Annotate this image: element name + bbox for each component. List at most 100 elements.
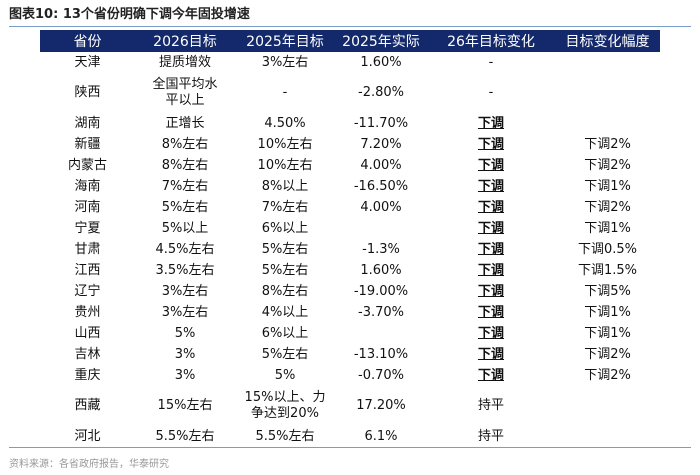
table-cell — [335, 218, 427, 239]
table-row: 新疆 8%左右 10%左右 7.20% 下调 下调2% — [40, 134, 660, 155]
table-cell: 宁夏 — [74, 220, 101, 236]
table-cell: 辽宁 — [74, 283, 101, 299]
table-cell: 下调 — [477, 241, 504, 257]
column-header: 2025年实际 — [335, 30, 427, 52]
column-header: 目标变化幅度 — [555, 30, 660, 52]
table-row: 重庆 3% 5% -0.70% 下调 下调2% — [40, 365, 660, 386]
table-row: 内蒙古 8%左右 10%左右 4.00% 下调 下调2% — [40, 155, 660, 176]
table-row: 河南 5%左右 7%左右 4.00% 下调 下调2% — [40, 197, 660, 218]
table-cell: 天津 — [74, 54, 101, 70]
table-row: 山西 5% 6%以上 下调 下调1% — [40, 323, 660, 344]
table-cell: 下调2% — [584, 136, 631, 152]
table-cell: 山西 — [74, 325, 101, 341]
table-cell: 3% — [174, 367, 196, 383]
table-cell: 下调2% — [584, 346, 631, 362]
table-cell: 5%左右 — [161, 199, 209, 215]
table-cell: 陕西 — [74, 85, 101, 100]
table-cell: 4.5%左右 — [155, 241, 215, 257]
table-row: 甘肃 4.5%左右 5%左右 -1.3% 下调 下调0.5% — [40, 239, 660, 260]
table-cell: 吉林 — [74, 346, 101, 362]
table-cell — [555, 52, 660, 73]
table-cell-text: 15%以上、力争达到20% — [244, 390, 326, 421]
table-cell: 江西 — [74, 262, 101, 278]
table-cell — [555, 113, 660, 134]
table-cell: 5.5%左右 — [255, 428, 315, 444]
table-cell: 5.5%左右 — [155, 428, 215, 444]
table-cell: 6.1% — [364, 428, 398, 444]
table-cell: 下调0.5% — [577, 241, 638, 257]
table-cell: 3%左右 — [161, 304, 209, 320]
table-cell: 贵州 — [74, 304, 101, 320]
table-cell: 4%以上 — [261, 304, 309, 320]
table-cell: 10%左右 — [257, 136, 313, 152]
table-cell: 下调 — [477, 220, 504, 236]
table-cell: 3%左右 — [161, 283, 209, 299]
column-header: 26年目标变化 — [427, 30, 555, 52]
table-cell: 重庆 — [74, 367, 101, 383]
table-cell: 正增长 — [165, 115, 205, 131]
table-cell: 下调 — [477, 325, 504, 341]
source-note: 资料来源：各省政府报告，华泰研究 — [9, 459, 169, 470]
table-cell: 下调 — [477, 367, 504, 383]
table-row: 吉林 3% 5%左右 -13.10% 下调 下调2% — [40, 344, 660, 365]
table-cell: 下调 — [477, 178, 504, 194]
table-cell: 西藏 — [74, 398, 101, 413]
table-row: 湖南 正增长 4.50% -11.70% 下调 — [40, 113, 660, 134]
header-row: 省份 2026目标 2025年目标 2025年实际 26年目标变化 目标变化幅度 — [40, 30, 660, 52]
column-header: 2026目标 — [135, 30, 235, 52]
table-cell: -11.70% — [353, 115, 409, 131]
table-row: 河北 5.5%左右 5.5%左右 6.1% 持平 — [40, 426, 660, 447]
table-cell: 4.00% — [360, 199, 402, 215]
figure-title: 图表10: 13个省份明确下调今年固投增速 — [9, 7, 250, 22]
table-cell: 4.50% — [264, 115, 306, 131]
table-cell: 7.20% — [360, 136, 402, 152]
table-cell: -13.10% — [353, 346, 409, 362]
table-cell: 3% — [174, 346, 196, 362]
table-cell: 下调 — [477, 199, 504, 215]
table-cell: 持平 — [477, 398, 504, 413]
table-cell: 下调5% — [584, 283, 631, 299]
table-cell: 下调1% — [584, 178, 631, 194]
table-cell: 5% — [174, 325, 196, 341]
table-cell: 湖南 — [74, 115, 101, 131]
table-cell — [555, 426, 660, 447]
table-cell: 5%左右 — [261, 241, 309, 257]
column-header: 省份 — [40, 30, 135, 52]
table-row: 江西 3.5%左右 5%左右 1.60% 下调 下调1.5% — [40, 260, 660, 281]
table-cell: 8%左右 — [161, 136, 209, 152]
column-header: 2025年目标 — [235, 30, 335, 52]
table-cell: 河南 — [74, 199, 101, 215]
table-cell — [335, 323, 427, 344]
table-cell: 5%以上 — [161, 220, 209, 236]
table-cell: -16.50% — [353, 178, 409, 194]
table-row: 西藏 15%左右 15%以上、力争达到20% 17.20% 持平 — [40, 386, 660, 426]
table-cell: 下调2% — [584, 157, 631, 173]
table-cell: 提质增效 — [158, 54, 211, 70]
table-cell: 5% — [274, 367, 296, 383]
table-cell: 下调2% — [584, 199, 631, 215]
table-cell: 下调2% — [584, 367, 631, 383]
table-cell: 下调 — [477, 115, 504, 131]
table-cell: 新疆 — [74, 136, 101, 152]
table-cell: 7%左右 — [161, 178, 209, 194]
table-cell: 下调 — [477, 136, 504, 152]
table-row: 陕西 全国平均水平以上 - -2.80% - — [40, 73, 660, 113]
table-cell: 3%左右 — [261, 54, 309, 70]
province-target-table: 省份 2026目标 2025年目标 2025年实际 26年目标变化 目标变化幅度 天津 提质… — [40, 30, 660, 447]
table-cell: 下调1% — [584, 304, 631, 320]
table-cell — [555, 73, 660, 113]
table-cell: -0.70% — [358, 367, 404, 383]
table-cell: 下调 — [477, 157, 504, 173]
table-cell: 3.5%左右 — [155, 262, 215, 278]
table-cell: 5%左右 — [261, 262, 309, 278]
table-cell: 8%左右 — [261, 283, 309, 299]
table-cell: 1.60% — [360, 262, 402, 278]
table-cell: - — [488, 54, 494, 70]
table-cell: 5%左右 — [261, 346, 309, 362]
table-row: 辽宁 3%左右 8%左右 -19.00% 下调 下调5% — [40, 281, 660, 302]
table-cell: 8%左右 — [161, 157, 209, 173]
table-cell: 下调1.5% — [577, 262, 638, 278]
table-cell — [555, 386, 660, 426]
table-cell: 下调 — [477, 262, 504, 278]
table-cell: 下调1% — [584, 325, 631, 341]
